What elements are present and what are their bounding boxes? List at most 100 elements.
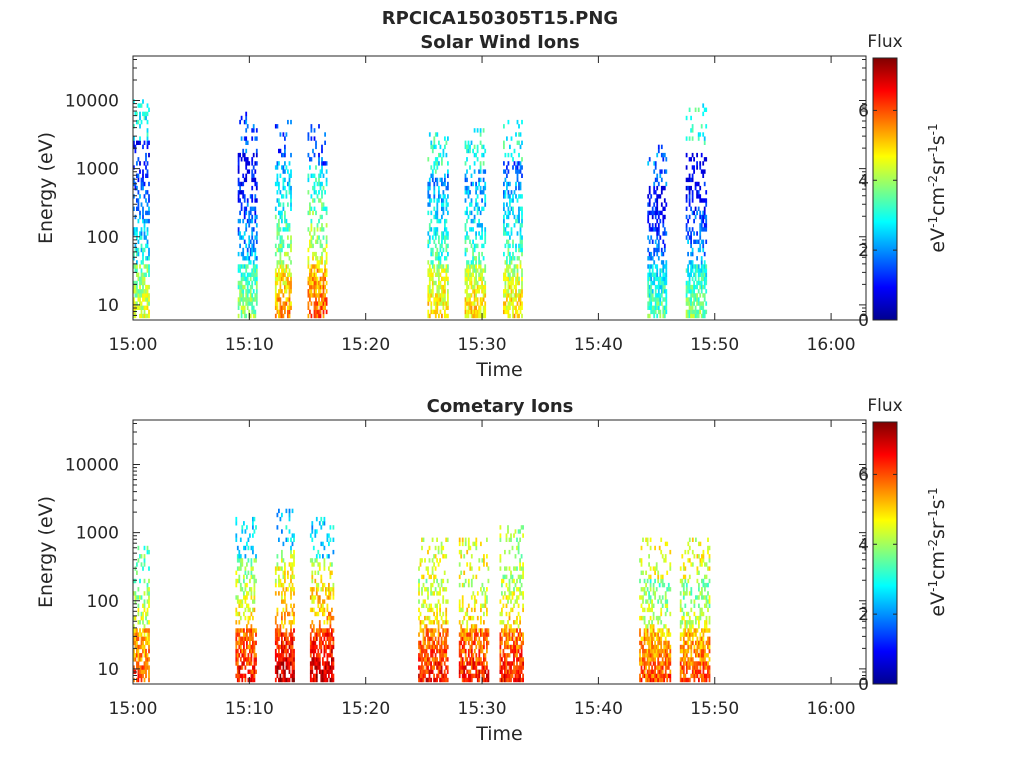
- data-cell: [472, 313, 474, 319]
- data-cell: [651, 636, 653, 641]
- data-cell: [418, 599, 420, 604]
- data-cell: [140, 289, 143, 294]
- data-cell: [466, 661, 469, 666]
- data-cell: [649, 537, 652, 542]
- data-cell: [238, 554, 241, 559]
- data-cell: [315, 264, 317, 269]
- data-cell: [443, 648, 446, 654]
- data-cell: [250, 611, 253, 617]
- data-cell: [481, 276, 483, 282]
- data-cell: [251, 218, 254, 224]
- data-cell: [663, 185, 666, 191]
- data-cell: [507, 268, 510, 273]
- data-cell: [690, 239, 692, 244]
- data-cell: [139, 231, 141, 236]
- data-cell: [478, 264, 480, 269]
- data-cell: [139, 235, 141, 240]
- data-cell: [702, 169, 705, 174]
- data-cell: [469, 566, 472, 571]
- data-cell: [695, 632, 697, 637]
- data-cell: [475, 268, 477, 273]
- data-cell: [662, 284, 665, 290]
- data-cell: [239, 665, 242, 670]
- data-cell: [484, 181, 487, 187]
- data-cell: [282, 607, 285, 613]
- data-cell: [664, 657, 667, 662]
- data-cell: [464, 235, 467, 240]
- data-cell: [503, 305, 505, 310]
- data-cell: [428, 669, 431, 674]
- data-cell: [648, 653, 650, 658]
- data-cell: [428, 202, 431, 207]
- data-cell: [282, 260, 285, 265]
- data-cell: [425, 657, 428, 662]
- data-cell: [324, 264, 326, 269]
- data-cell: [438, 293, 440, 298]
- data-cell: [505, 574, 508, 580]
- data-cell: [483, 657, 485, 662]
- data-cell: [441, 293, 443, 298]
- data-cell: [274, 578, 277, 584]
- data-cell: [688, 202, 691, 207]
- data-cell: [142, 256, 144, 261]
- data-cell: [252, 243, 255, 249]
- data-cell: [444, 293, 446, 298]
- data-cell: [428, 644, 431, 650]
- data-cell: [425, 644, 428, 650]
- data-cell: [293, 611, 295, 617]
- data-cell: [467, 673, 470, 679]
- data-cell: [507, 305, 510, 310]
- data-cell: [521, 140, 523, 145]
- data-cell: [134, 615, 137, 621]
- data-cell: [461, 541, 464, 547]
- data-cell: [650, 256, 653, 261]
- data-cell: [246, 636, 248, 641]
- data-cell: [146, 243, 149, 249]
- data-cell: [246, 161, 249, 166]
- data-cell: [699, 653, 702, 658]
- data-cell: [291, 541, 294, 547]
- data-cell: [253, 607, 256, 613]
- data-cell: [513, 313, 516, 319]
- data-cell: [701, 611, 703, 617]
- data-cell: [640, 587, 643, 592]
- data-cell: [291, 644, 294, 650]
- data-cell: [140, 247, 143, 253]
- data-cell: [322, 235, 325, 240]
- data-cell: [442, 611, 445, 617]
- data-cell: [315, 582, 318, 588]
- data-cell: [480, 632, 482, 637]
- data-cell: [284, 578, 286, 584]
- data-cell: [319, 313, 322, 319]
- data-cell: [669, 653, 672, 658]
- data-cell: [436, 247, 439, 253]
- data-cell: [661, 582, 664, 588]
- data-cell: [290, 620, 292, 625]
- data-cell: [274, 628, 277, 633]
- data-cell: [693, 661, 696, 666]
- data-cell: [642, 636, 644, 641]
- data-cell: [148, 309, 150, 315]
- data-cell: [322, 587, 324, 592]
- data-cell: [463, 636, 466, 641]
- data-cell: [254, 210, 257, 216]
- data-cell: [667, 628, 670, 633]
- data-cell: [136, 268, 138, 273]
- data-cell: [660, 549, 663, 555]
- data-cell: [148, 587, 150, 592]
- data-cell: [321, 256, 323, 261]
- data-cell: [318, 268, 320, 273]
- data-cell: [251, 305, 254, 310]
- data-cell: [444, 173, 446, 178]
- data-cell: [243, 284, 246, 290]
- data-cell: [696, 190, 698, 195]
- data-cell: [703, 227, 706, 232]
- data-cell: [143, 607, 146, 613]
- data-cell: [291, 640, 294, 646]
- data-cell: [482, 256, 485, 261]
- data-cell: [433, 657, 435, 662]
- data-cell: [428, 289, 431, 294]
- data-cell: [522, 570, 524, 575]
- data-cell: [645, 636, 647, 641]
- data-cell: [239, 640, 242, 646]
